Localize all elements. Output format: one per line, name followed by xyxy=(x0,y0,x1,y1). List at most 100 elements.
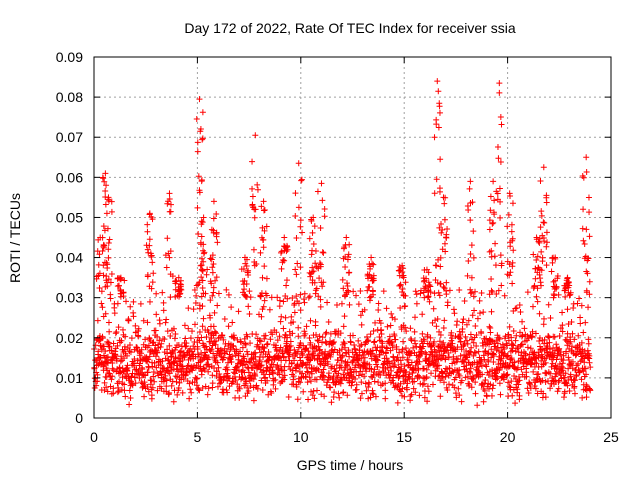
data-point xyxy=(425,279,432,286)
data-point xyxy=(281,372,288,379)
data-point xyxy=(404,386,411,393)
data-point xyxy=(130,298,137,305)
data-point xyxy=(537,279,544,286)
data-point xyxy=(239,289,246,296)
data-point xyxy=(194,346,201,353)
data-point xyxy=(511,359,518,366)
data-point xyxy=(297,264,304,271)
data-point xyxy=(585,340,592,347)
data-point xyxy=(242,375,249,382)
data-point xyxy=(368,274,375,281)
y-tick-label: 0.03 xyxy=(56,290,83,306)
data-point xyxy=(437,254,444,261)
data-point xyxy=(148,285,155,292)
data-point xyxy=(199,267,206,274)
data-point xyxy=(177,281,184,288)
data-point xyxy=(200,247,207,254)
data-point xyxy=(505,379,512,386)
data-point xyxy=(379,364,386,371)
data-point xyxy=(410,385,417,392)
data-point xyxy=(177,348,184,355)
data-point xyxy=(467,217,474,224)
data-point xyxy=(509,341,516,348)
data-point xyxy=(542,394,549,401)
data-point xyxy=(448,329,455,336)
data-point xyxy=(205,385,212,392)
data-point xyxy=(124,352,131,359)
data-point xyxy=(144,319,151,326)
data-point xyxy=(465,317,472,324)
data-point xyxy=(315,366,322,373)
data-point xyxy=(517,329,524,336)
data-point xyxy=(249,158,256,165)
data-point xyxy=(441,216,448,223)
data-point xyxy=(562,370,569,377)
data-point xyxy=(311,348,318,355)
data-point xyxy=(320,249,327,256)
data-point xyxy=(199,135,206,142)
data-point xyxy=(580,206,587,213)
data-point xyxy=(399,354,406,361)
data-point xyxy=(315,343,322,350)
data-point xyxy=(496,380,503,387)
data-point xyxy=(100,175,107,182)
data-point xyxy=(469,373,476,380)
data-point xyxy=(393,346,400,353)
data-point xyxy=(199,285,206,292)
data-point xyxy=(480,342,487,349)
data-point xyxy=(279,350,286,357)
data-point xyxy=(242,393,249,400)
data-point xyxy=(419,381,426,388)
data-point xyxy=(284,246,291,253)
data-point xyxy=(201,367,208,374)
data-point xyxy=(144,384,151,391)
data-point xyxy=(489,220,496,227)
data-point xyxy=(196,328,203,335)
data-point xyxy=(257,249,264,256)
data-point xyxy=(160,307,167,314)
data-point xyxy=(107,279,114,286)
data-point xyxy=(172,373,179,380)
data-point xyxy=(291,357,298,364)
data-point xyxy=(401,292,408,299)
data-point xyxy=(346,353,353,360)
data-point xyxy=(325,319,332,326)
data-point xyxy=(204,391,211,398)
data-point xyxy=(109,359,116,366)
data-point xyxy=(460,358,467,365)
data-point xyxy=(192,364,199,371)
data-point xyxy=(392,336,399,343)
data-point xyxy=(399,346,406,353)
data-point xyxy=(254,181,261,188)
data-point xyxy=(325,361,332,368)
data-point xyxy=(363,387,370,394)
data-point xyxy=(578,302,585,309)
data-point xyxy=(247,383,254,390)
data-point xyxy=(453,358,460,365)
data-point xyxy=(493,290,500,297)
data-point xyxy=(212,277,219,284)
data-point xyxy=(475,348,482,355)
data-point xyxy=(353,381,360,388)
data-point xyxy=(216,370,223,377)
data-point xyxy=(578,339,585,346)
data-point xyxy=(546,334,553,341)
data-point xyxy=(443,279,450,286)
data-point xyxy=(373,356,380,363)
data-point xyxy=(491,253,498,260)
data-point xyxy=(195,281,202,288)
data-point xyxy=(560,394,567,401)
data-point xyxy=(313,331,320,338)
data-point xyxy=(490,219,497,226)
data-point xyxy=(164,328,171,335)
data-point xyxy=(540,219,547,226)
data-point xyxy=(341,344,348,351)
data-point xyxy=(347,339,354,346)
data-point xyxy=(290,373,297,380)
data-point xyxy=(536,239,543,246)
data-point xyxy=(178,362,185,369)
data-point xyxy=(263,292,270,299)
data-point xyxy=(199,277,206,284)
data-point xyxy=(340,339,347,346)
data-point xyxy=(332,378,339,385)
